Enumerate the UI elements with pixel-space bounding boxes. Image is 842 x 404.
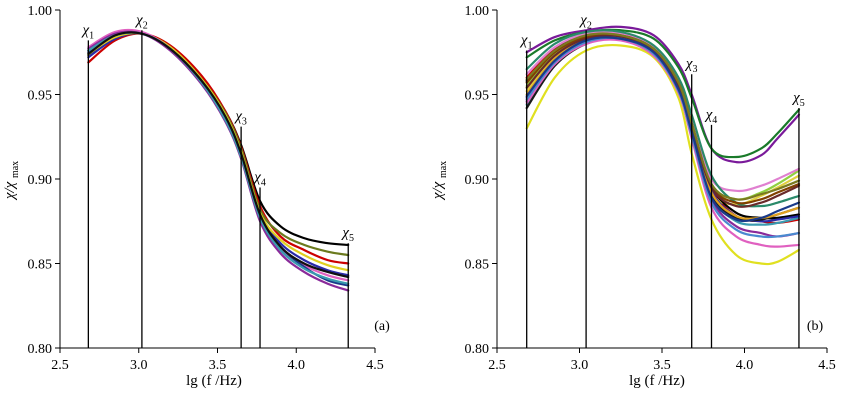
x-tick-label-a-4: 4.5 xyxy=(366,358,384,373)
series-group-a xyxy=(87,28,350,292)
marker-label-a-2: χ2 xyxy=(134,12,148,31)
series-line-a-s5 xyxy=(87,31,350,272)
y-tick-label-b-0: 0.80 xyxy=(465,342,490,357)
y-tick-label-a-0: 0.80 xyxy=(28,342,53,357)
ticks-group-a: 2.5 3.0 3.5 4.0 4.5 0.80 0.85 0.90 0.95 1.00 xyxy=(28,4,384,373)
x-tick-label-a-1: 3.0 xyxy=(130,358,148,373)
y-tick-label-a-3: 0.95 xyxy=(28,89,53,104)
panel-label-b: (b) xyxy=(807,319,824,334)
panel-label-a: (a) xyxy=(374,319,390,334)
marker-label-b-4: χ4 xyxy=(704,107,718,126)
series-line-a-s10 xyxy=(87,31,350,279)
x-axis-title-a: lg (f /Hz) xyxy=(186,373,242,389)
y-tick-label-a-1: 0.85 xyxy=(28,258,53,273)
y-tick-label-b-2: 0.90 xyxy=(465,173,490,188)
y-axis-title-b: χ/χ max xyxy=(430,161,449,201)
marker-label-a-4: χ4 xyxy=(252,169,266,188)
series-line-b-s3 xyxy=(525,43,801,266)
series-line-a-s6 xyxy=(87,28,350,282)
y-tick-label-b-3: 0.95 xyxy=(465,89,490,104)
marker-group-a: χ1 χ2 χ3 χ4 χ5 xyxy=(81,12,354,348)
series-line-b-s20 xyxy=(525,32,801,201)
x-axis-title-b: lg (f /Hz) xyxy=(629,373,685,389)
y-axis-title-b-text: χ/χ xyxy=(430,181,446,201)
x-tick-label-b-3: 4.0 xyxy=(736,358,754,373)
panel-b: χ/χ max lg (f /Hz) (b) χ1 χ2 χ3 χ4 χ5 2.5 3.0… xyxy=(430,4,836,389)
panel-a: χ/χ max lg (f /Hz) (a) χ1 χ2 χ3 χ4 χ5 2.5 3.0… xyxy=(2,4,390,389)
series-line-b-s19 xyxy=(525,36,801,223)
x-tick-label-b-4: 4.5 xyxy=(818,358,836,373)
x-tick-label-a-2: 3.5 xyxy=(209,358,227,373)
x-tick-label-a-3: 4.0 xyxy=(288,358,306,373)
series-line-b-s13 xyxy=(525,29,801,208)
ticks-group-b: 2.5 3.0 3.5 4.0 4.5 0.80 0.85 0.90 0.95 1.00 xyxy=(465,4,836,373)
marker-label-b-5: χ5 xyxy=(791,90,805,109)
y-axis-title-a: χ/χ max xyxy=(2,161,21,201)
marker-label-b-2: χ2 xyxy=(578,12,592,31)
x-tick-label-b-1: 3.0 xyxy=(571,358,589,373)
marker-label-a-3: χ3 xyxy=(233,109,247,128)
x-tick-label-b-2: 3.5 xyxy=(653,358,671,373)
series-line-a-s2 xyxy=(87,32,350,265)
series-line-a-s3 xyxy=(87,31,350,257)
y-axis-title-a-text: χ/χ xyxy=(2,181,18,201)
series-line-a-s1 xyxy=(87,31,350,247)
marker-group-b: χ1 χ2 χ3 χ4 χ5 xyxy=(519,12,805,348)
marker-label-b-1: χ1 xyxy=(519,33,533,52)
marker-label-a-1: χ1 xyxy=(81,22,95,41)
series-group-b xyxy=(525,25,801,266)
y-tick-label-b-1: 0.85 xyxy=(465,258,490,273)
marker-label-b-3: χ3 xyxy=(684,56,698,75)
x-tick-label-a-0: 2.5 xyxy=(51,358,69,373)
y-tick-label-a-2: 0.90 xyxy=(28,173,53,188)
series-line-b-s17 xyxy=(525,38,801,248)
y-tick-label-b-4: 1.00 xyxy=(465,4,490,19)
y-tick-label-a-4: 1.00 xyxy=(28,4,53,19)
series-line-b-s1 xyxy=(525,25,801,164)
marker-label-a-5: χ5 xyxy=(340,225,354,244)
x-tick-label-b-0: 2.5 xyxy=(488,358,506,373)
